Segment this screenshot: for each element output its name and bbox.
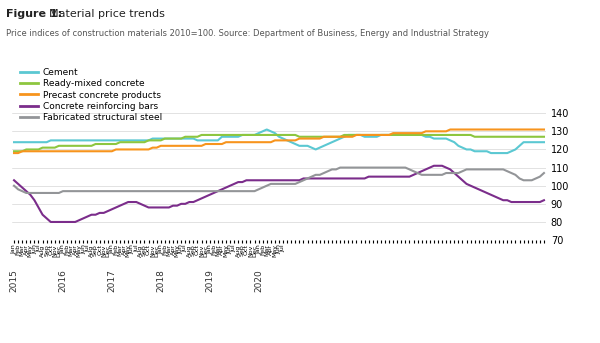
Text: Figure 1:: Figure 1: (6, 9, 62, 19)
Text: 2019: 2019 (205, 269, 214, 292)
Text: 2015: 2015 (10, 269, 19, 292)
Text: 2018: 2018 (156, 269, 165, 292)
Text: 2016: 2016 (58, 269, 67, 292)
Legend: Cement, Ready-mixed concrete, Precast concrete products, Concrete reinforcing ba: Cement, Ready-mixed concrete, Precast co… (17, 64, 166, 126)
Text: 2017: 2017 (107, 269, 116, 292)
Text: Price indices of construction materials 2010=100. Source: Department of Business: Price indices of construction materials … (6, 29, 489, 38)
Text: 2020: 2020 (254, 269, 263, 292)
Text: Material price trends: Material price trends (49, 9, 165, 19)
